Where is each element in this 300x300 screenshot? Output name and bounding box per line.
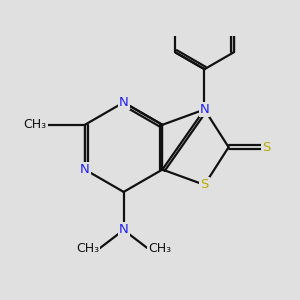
Text: CH₃: CH₃ — [148, 242, 171, 255]
Text: CH₃: CH₃ — [76, 242, 99, 255]
Text: N: N — [119, 224, 128, 236]
Text: S: S — [262, 141, 271, 154]
Text: N: N — [119, 96, 128, 109]
Text: CH₃: CH₃ — [24, 118, 47, 131]
Text: S: S — [200, 178, 209, 191]
Text: N: N — [200, 103, 209, 116]
Text: N: N — [80, 163, 90, 176]
